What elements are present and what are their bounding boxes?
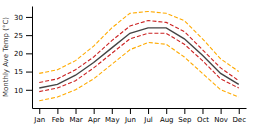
y-tick-label: 10 <box>14 87 23 95</box>
x-tick: Sep <box>178 108 192 124</box>
x-tick: Dec <box>232 108 246 124</box>
x-tick-mark <box>57 108 58 114</box>
x-tick-mark <box>39 108 40 114</box>
x-axis: Jan Feb Mar Apr May Jun Jul Aug Sep Oct Nov Dec <box>33 108 247 124</box>
x-tick-label: Apr <box>88 116 100 124</box>
y-tick-mark <box>26 17 32 18</box>
x-axis-line <box>33 108 247 109</box>
x-tick: Nov <box>214 108 228 124</box>
y-tick-mark <box>26 90 32 91</box>
x-tick-label: Nov <box>214 116 228 124</box>
y-tick: 10 <box>14 87 32 95</box>
x-tick: May <box>105 108 119 124</box>
x-tick: Jan <box>33 108 45 124</box>
y-axis: 10 15 20 25 30 <box>14 7 32 109</box>
y-tick: 20 <box>14 50 32 58</box>
x-tick-label: Oct <box>197 116 209 124</box>
series-line <box>39 42 238 100</box>
x-tick-mark <box>202 108 203 114</box>
y-tick-label: 30 <box>14 14 23 22</box>
x-tick-label: Jul <box>143 116 153 124</box>
x-tick-mark <box>184 108 185 114</box>
x-tick: Jun <box>124 108 136 124</box>
series-line <box>39 11 238 73</box>
x-tick-mark <box>239 108 240 114</box>
x-tick-label: Sep <box>178 116 192 124</box>
y-tick: 30 <box>14 14 32 22</box>
plot: Jan Feb Mar Apr May Jun Jul Aug Sep Oct Nov Dec 10 15… <box>14 7 246 124</box>
x-tick: Oct <box>197 108 209 124</box>
x-tick-mark <box>94 108 95 114</box>
y-tick-mark <box>26 53 32 54</box>
x-tick-mark <box>148 108 149 114</box>
x-tick-label: Aug <box>160 116 174 124</box>
x-tick-label: Jan <box>33 116 45 124</box>
x-tick-mark <box>166 108 167 114</box>
y-tick-label: 15 <box>14 68 23 76</box>
x-tick: Feb <box>52 108 65 124</box>
x-tick: Apr <box>88 108 100 124</box>
x-tick-label: Feb <box>52 116 65 124</box>
x-tick: Aug <box>160 108 174 124</box>
lines <box>39 11 238 100</box>
x-tick-label: May <box>105 116 119 124</box>
y-tick-label: 25 <box>14 32 23 40</box>
x-tick-label: Mar <box>69 116 82 124</box>
y-tick: 25 <box>14 32 32 40</box>
x-tick-mark <box>76 108 77 114</box>
y-axis-title: Monthly Ave Temp (°C) <box>2 17 10 97</box>
x-tick: Jul <box>143 108 153 124</box>
x-tick-mark <box>221 108 222 114</box>
x-tick-mark <box>130 108 131 114</box>
x-tick: Mar <box>69 108 82 124</box>
y-tick-mark <box>26 72 32 73</box>
y-tick-label: 20 <box>14 50 23 58</box>
chart: Jan Feb Mar Apr May Jun Jul Aug Sep Oct Nov Dec 10 15… <box>0 0 254 124</box>
series-line <box>39 28 238 88</box>
y-tick: 15 <box>14 68 32 76</box>
y-axis-line <box>32 7 33 109</box>
x-tick-label: Dec <box>232 116 246 124</box>
x-tick-label: Jun <box>124 116 136 124</box>
y-tick-mark <box>26 35 32 36</box>
x-tick-mark <box>112 108 113 114</box>
